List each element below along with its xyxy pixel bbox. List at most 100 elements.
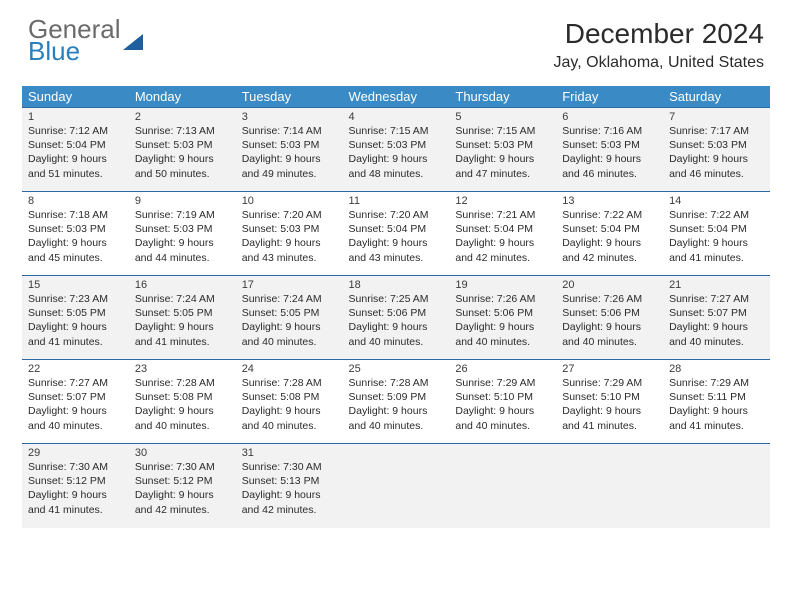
- day-number: 7: [669, 111, 764, 123]
- calendar-day-cell: 9Sunrise: 7:19 AMSunset: 5:03 PMDaylight…: [129, 192, 236, 276]
- daylight-line: Daylight: 9 hours and 40 minutes.: [242, 320, 337, 348]
- sunrise-line: Sunrise: 7:17 AM: [669, 124, 764, 138]
- daylight-line: Daylight: 9 hours and 50 minutes.: [135, 152, 230, 180]
- weekday-header: Sunday: [22, 86, 129, 108]
- weekday-header: Saturday: [663, 86, 770, 108]
- sunset-line: Sunset: 5:10 PM: [562, 390, 657, 404]
- sunset-line: Sunset: 5:03 PM: [455, 138, 550, 152]
- sunrise-line: Sunrise: 7:20 AM: [349, 208, 444, 222]
- logo: General Blue: [28, 18, 143, 62]
- sunrise-line: Sunrise: 7:29 AM: [455, 376, 550, 390]
- calendar-day-cell: 31Sunrise: 7:30 AMSunset: 5:13 PMDayligh…: [236, 444, 343, 528]
- calendar-week-row: 15Sunrise: 7:23 AMSunset: 5:05 PMDayligh…: [22, 276, 770, 360]
- daylight-line: Daylight: 9 hours and 43 minutes.: [349, 236, 444, 264]
- day-number: 13: [562, 195, 657, 207]
- sunset-line: Sunset: 5:07 PM: [669, 306, 764, 320]
- calendar-day-cell: 18Sunrise: 7:25 AMSunset: 5:06 PMDayligh…: [343, 276, 450, 360]
- sunrise-line: Sunrise: 7:16 AM: [562, 124, 657, 138]
- daylight-line: Daylight: 9 hours and 47 minutes.: [455, 152, 550, 180]
- calendar-day-cell: 22Sunrise: 7:27 AMSunset: 5:07 PMDayligh…: [22, 360, 129, 444]
- day-number: 18: [349, 279, 444, 291]
- day-number: 19: [455, 279, 550, 291]
- sunset-line: Sunset: 5:03 PM: [242, 222, 337, 236]
- sunrise-line: Sunrise: 7:24 AM: [135, 292, 230, 306]
- daylight-line: Daylight: 9 hours and 42 minutes.: [455, 236, 550, 264]
- calendar-day-cell: 12Sunrise: 7:21 AMSunset: 5:04 PMDayligh…: [449, 192, 556, 276]
- weekday-header: Friday: [556, 86, 663, 108]
- calendar-day-cell: [343, 444, 450, 528]
- sunrise-line: Sunrise: 7:30 AM: [135, 460, 230, 474]
- calendar-day-cell: [449, 444, 556, 528]
- sunset-line: Sunset: 5:06 PM: [349, 306, 444, 320]
- day-number: 16: [135, 279, 230, 291]
- sunset-line: Sunset: 5:04 PM: [349, 222, 444, 236]
- title-block: December 2024 Jay, Oklahoma, United Stat…: [554, 18, 764, 72]
- calendar-day-cell: 21Sunrise: 7:27 AMSunset: 5:07 PMDayligh…: [663, 276, 770, 360]
- logo-triangle-icon: [123, 34, 143, 50]
- day-number: 20: [562, 279, 657, 291]
- calendar-day-cell: 6Sunrise: 7:16 AMSunset: 5:03 PMDaylight…: [556, 108, 663, 192]
- sunset-line: Sunset: 5:10 PM: [455, 390, 550, 404]
- weekday-header-row: Sunday Monday Tuesday Wednesday Thursday…: [22, 86, 770, 108]
- calendar-day-cell: 10Sunrise: 7:20 AMSunset: 5:03 PMDayligh…: [236, 192, 343, 276]
- daylight-line: Daylight: 9 hours and 41 minutes.: [28, 488, 123, 516]
- day-number: 6: [562, 111, 657, 123]
- logo-text: General Blue: [28, 18, 121, 62]
- sunset-line: Sunset: 5:06 PM: [562, 306, 657, 320]
- daylight-line: Daylight: 9 hours and 43 minutes.: [242, 236, 337, 264]
- day-number: 4: [349, 111, 444, 123]
- daylight-line: Daylight: 9 hours and 41 minutes.: [562, 404, 657, 432]
- sunset-line: Sunset: 5:05 PM: [28, 306, 123, 320]
- day-number: 15: [28, 279, 123, 291]
- header: General Blue December 2024 Jay, Oklahoma…: [0, 0, 792, 78]
- sunset-line: Sunset: 5:03 PM: [242, 138, 337, 152]
- day-number: 8: [28, 195, 123, 207]
- sunset-line: Sunset: 5:11 PM: [669, 390, 764, 404]
- sunset-line: Sunset: 5:08 PM: [242, 390, 337, 404]
- day-number: 11: [349, 195, 444, 207]
- sunset-line: Sunset: 5:09 PM: [349, 390, 444, 404]
- day-number: 24: [242, 363, 337, 375]
- sunset-line: Sunset: 5:04 PM: [28, 138, 123, 152]
- calendar-day-cell: 25Sunrise: 7:28 AMSunset: 5:09 PMDayligh…: [343, 360, 450, 444]
- calendar-day-cell: 13Sunrise: 7:22 AMSunset: 5:04 PMDayligh…: [556, 192, 663, 276]
- calendar-day-cell: 26Sunrise: 7:29 AMSunset: 5:10 PMDayligh…: [449, 360, 556, 444]
- calendar-day-cell: 1Sunrise: 7:12 AMSunset: 5:04 PMDaylight…: [22, 108, 129, 192]
- sunrise-line: Sunrise: 7:26 AM: [455, 292, 550, 306]
- daylight-line: Daylight: 9 hours and 41 minutes.: [669, 236, 764, 264]
- sunset-line: Sunset: 5:03 PM: [135, 138, 230, 152]
- calendar-day-cell: 24Sunrise: 7:28 AMSunset: 5:08 PMDayligh…: [236, 360, 343, 444]
- day-number: 17: [242, 279, 337, 291]
- daylight-line: Daylight: 9 hours and 40 minutes.: [669, 320, 764, 348]
- calendar-day-cell: 15Sunrise: 7:23 AMSunset: 5:05 PMDayligh…: [22, 276, 129, 360]
- day-number: 27: [562, 363, 657, 375]
- day-number: 5: [455, 111, 550, 123]
- calendar-table: Sunday Monday Tuesday Wednesday Thursday…: [22, 86, 770, 528]
- daylight-line: Daylight: 9 hours and 42 minutes.: [562, 236, 657, 264]
- sunrise-line: Sunrise: 7:20 AM: [242, 208, 337, 222]
- sunset-line: Sunset: 5:04 PM: [455, 222, 550, 236]
- day-number: 25: [349, 363, 444, 375]
- sunrise-line: Sunrise: 7:28 AM: [135, 376, 230, 390]
- calendar-day-cell: 3Sunrise: 7:14 AMSunset: 5:03 PMDaylight…: [236, 108, 343, 192]
- day-number: 26: [455, 363, 550, 375]
- sunrise-line: Sunrise: 7:15 AM: [455, 124, 550, 138]
- sunrise-line: Sunrise: 7:19 AM: [135, 208, 230, 222]
- daylight-line: Daylight: 9 hours and 45 minutes.: [28, 236, 123, 264]
- sunrise-line: Sunrise: 7:28 AM: [349, 376, 444, 390]
- daylight-line: Daylight: 9 hours and 44 minutes.: [135, 236, 230, 264]
- logo-line2: Blue: [28, 40, 121, 62]
- sunset-line: Sunset: 5:07 PM: [28, 390, 123, 404]
- day-number: 21: [669, 279, 764, 291]
- calendar-day-cell: 14Sunrise: 7:22 AMSunset: 5:04 PMDayligh…: [663, 192, 770, 276]
- day-number: 23: [135, 363, 230, 375]
- day-number: 28: [669, 363, 764, 375]
- daylight-line: Daylight: 9 hours and 46 minutes.: [562, 152, 657, 180]
- weekday-header: Wednesday: [343, 86, 450, 108]
- calendar-day-cell: 19Sunrise: 7:26 AMSunset: 5:06 PMDayligh…: [449, 276, 556, 360]
- sunset-line: Sunset: 5:12 PM: [28, 474, 123, 488]
- daylight-line: Daylight: 9 hours and 41 minutes.: [669, 404, 764, 432]
- sunset-line: Sunset: 5:03 PM: [349, 138, 444, 152]
- daylight-line: Daylight: 9 hours and 40 minutes.: [455, 404, 550, 432]
- daylight-line: Daylight: 9 hours and 48 minutes.: [349, 152, 444, 180]
